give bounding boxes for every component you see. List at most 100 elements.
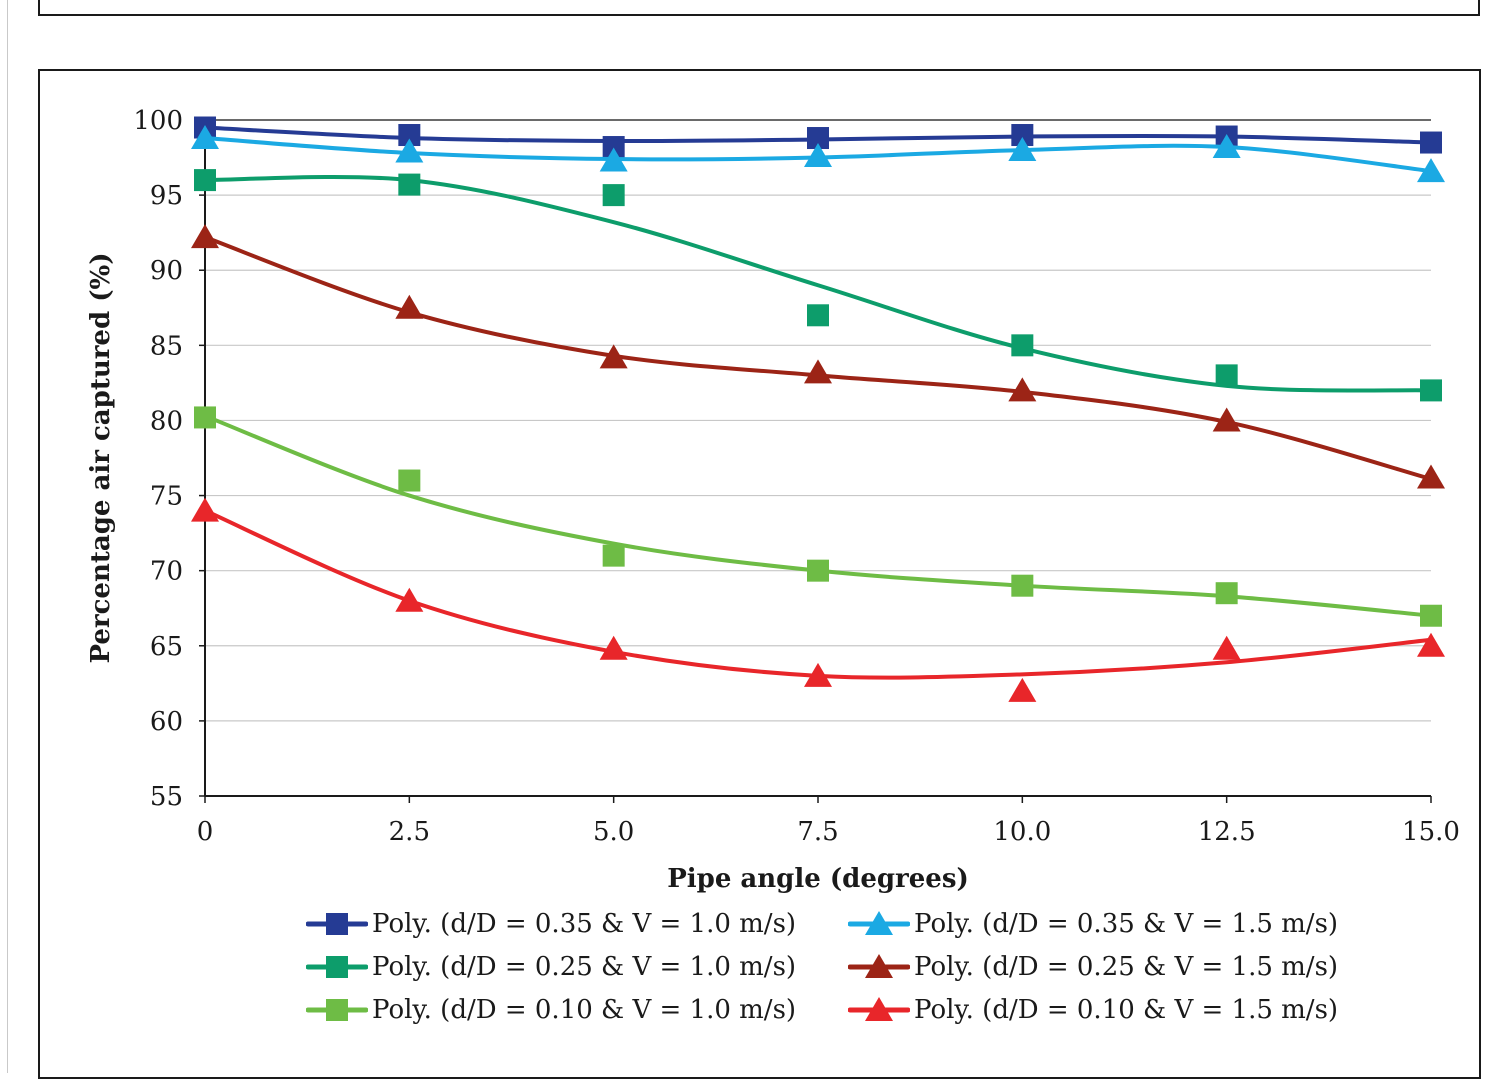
data-point (1011, 124, 1034, 147)
legend-item: Poly. (d/D = 0.25 & V = 1.0 m/s) (306, 947, 796, 987)
x-tick-label: 2.5 (389, 817, 430, 847)
x-tick-label: 10.0 (993, 817, 1051, 847)
data-point (1420, 131, 1442, 154)
y-axis-label: Percentage air captured (%) (86, 252, 116, 663)
data-point (398, 173, 421, 196)
y-tick-label: 85 (150, 331, 183, 361)
x-tick-label: 12.5 (1198, 817, 1256, 847)
y-tick-label: 95 (150, 181, 183, 211)
legend-item: Poly. (d/D = 0.25 & V = 1.5 m/s) (848, 947, 1338, 987)
data-point (191, 497, 219, 522)
y-tick-label: 65 (150, 632, 183, 662)
series-2 (191, 125, 1445, 183)
legend-swatch (848, 997, 910, 1021)
x-tick-label: 0 (197, 817, 214, 847)
data-point (1417, 464, 1445, 489)
y-tick-label: 55 (150, 782, 183, 812)
data-point (1011, 574, 1034, 597)
legend-label: Poly. (d/D = 0.10 & V = 1.5 m/s) (914, 995, 1339, 1025)
page-edge-rule (7, 0, 8, 1073)
data-point (599, 147, 628, 172)
data-point (395, 587, 424, 612)
data-point (1420, 604, 1442, 627)
series-3 (194, 169, 1442, 402)
series-layer (191, 116, 1445, 702)
data-point (804, 359, 832, 384)
data-point (599, 344, 628, 369)
data-point (194, 169, 216, 192)
x-tick-label: 15.0 (1402, 817, 1460, 847)
data-point (1008, 677, 1037, 702)
trend-line (203, 235, 1433, 482)
y-tick-label: 75 (150, 482, 183, 512)
legend-marker (865, 997, 893, 1021)
data-point (1212, 407, 1241, 432)
trend-line (203, 174, 1433, 393)
data-point (1212, 635, 1241, 660)
data-point (395, 138, 424, 163)
data-point (807, 304, 829, 327)
series-6 (191, 497, 1445, 702)
data-point (398, 469, 421, 492)
legend-item: Poly. (d/D = 0.35 & V = 1.0 m/s) (306, 904, 796, 944)
data-point (191, 224, 219, 249)
data-point (1215, 364, 1238, 387)
data-point (1011, 334, 1034, 357)
trend-line (203, 413, 1433, 618)
legend-swatch (848, 911, 910, 935)
legend-item: Poly. (d/D = 0.10 & V = 1.0 m/s) (306, 990, 796, 1030)
data-point (602, 544, 625, 567)
data-point (1212, 134, 1241, 159)
legend-label: Poly. (d/D = 0.10 & V = 1.0 m/s) (372, 995, 797, 1025)
legend-label: Poly. (d/D = 0.35 & V = 1.5 m/s) (914, 909, 1339, 939)
data-point (807, 559, 829, 582)
x-tick-label: 5.0 (593, 817, 634, 847)
data-point (194, 406, 216, 429)
data-point (804, 662, 832, 687)
legend-label: Poly. (d/D = 0.25 & V = 1.5 m/s) (914, 952, 1339, 982)
gridlines (205, 119, 1431, 722)
data-point (1417, 632, 1445, 657)
y-tick-label: 90 (150, 256, 183, 286)
y-tick-label: 80 (150, 406, 183, 436)
legend-item: Poly. (d/D = 0.35 & V = 1.5 m/s) (848, 904, 1338, 944)
data-point (191, 125, 219, 150)
data-point (395, 294, 424, 319)
legend-marker (865, 954, 893, 978)
data-point (599, 635, 628, 660)
x-axis-label: Pipe angle (degrees) (667, 864, 969, 894)
legend-swatch (306, 956, 368, 978)
data-point (1008, 137, 1037, 162)
legend-label: Poly. (d/D = 0.35 & V = 1.0 m/s) (372, 909, 797, 939)
trend-line (203, 508, 1433, 680)
legend-swatch (306, 999, 368, 1021)
data-point (1215, 582, 1238, 605)
data-point (1417, 158, 1445, 183)
data-point (1420, 379, 1442, 402)
data-point (804, 143, 832, 168)
axes (199, 119, 1432, 803)
x-tick-label: 7.5 (797, 817, 838, 847)
data-point (398, 124, 421, 147)
legend-swatch (306, 913, 368, 935)
legend-marker (326, 913, 348, 935)
legend-marker (326, 999, 348, 1021)
x-tick-labels: 0 2.5 5.0 7.5 10.0 12.5 15.0 (197, 817, 1460, 847)
legend-item: Poly. (d/D = 0.10 & V = 1.5 m/s) (848, 990, 1338, 1030)
legend-swatch (848, 954, 910, 978)
data-point (807, 127, 829, 150)
legend-marker (865, 911, 893, 935)
legend-marker (326, 956, 348, 978)
data-point (602, 136, 625, 159)
series-4 (191, 224, 1445, 489)
data-point (1008, 377, 1037, 402)
legend-label: Poly. (d/D = 0.25 & V = 1.0 m/s) (372, 952, 797, 982)
y-tick-label: 70 (150, 557, 183, 587)
data-point (602, 184, 625, 207)
series-5 (194, 406, 1442, 627)
y-tick-label: 60 (150, 707, 183, 737)
y-tick-label: 100 (133, 106, 183, 136)
previous-figure-frame (38, 0, 1480, 16)
y-tick-labels: 55 60 65 70 75 80 85 90 95 100 (133, 106, 183, 812)
